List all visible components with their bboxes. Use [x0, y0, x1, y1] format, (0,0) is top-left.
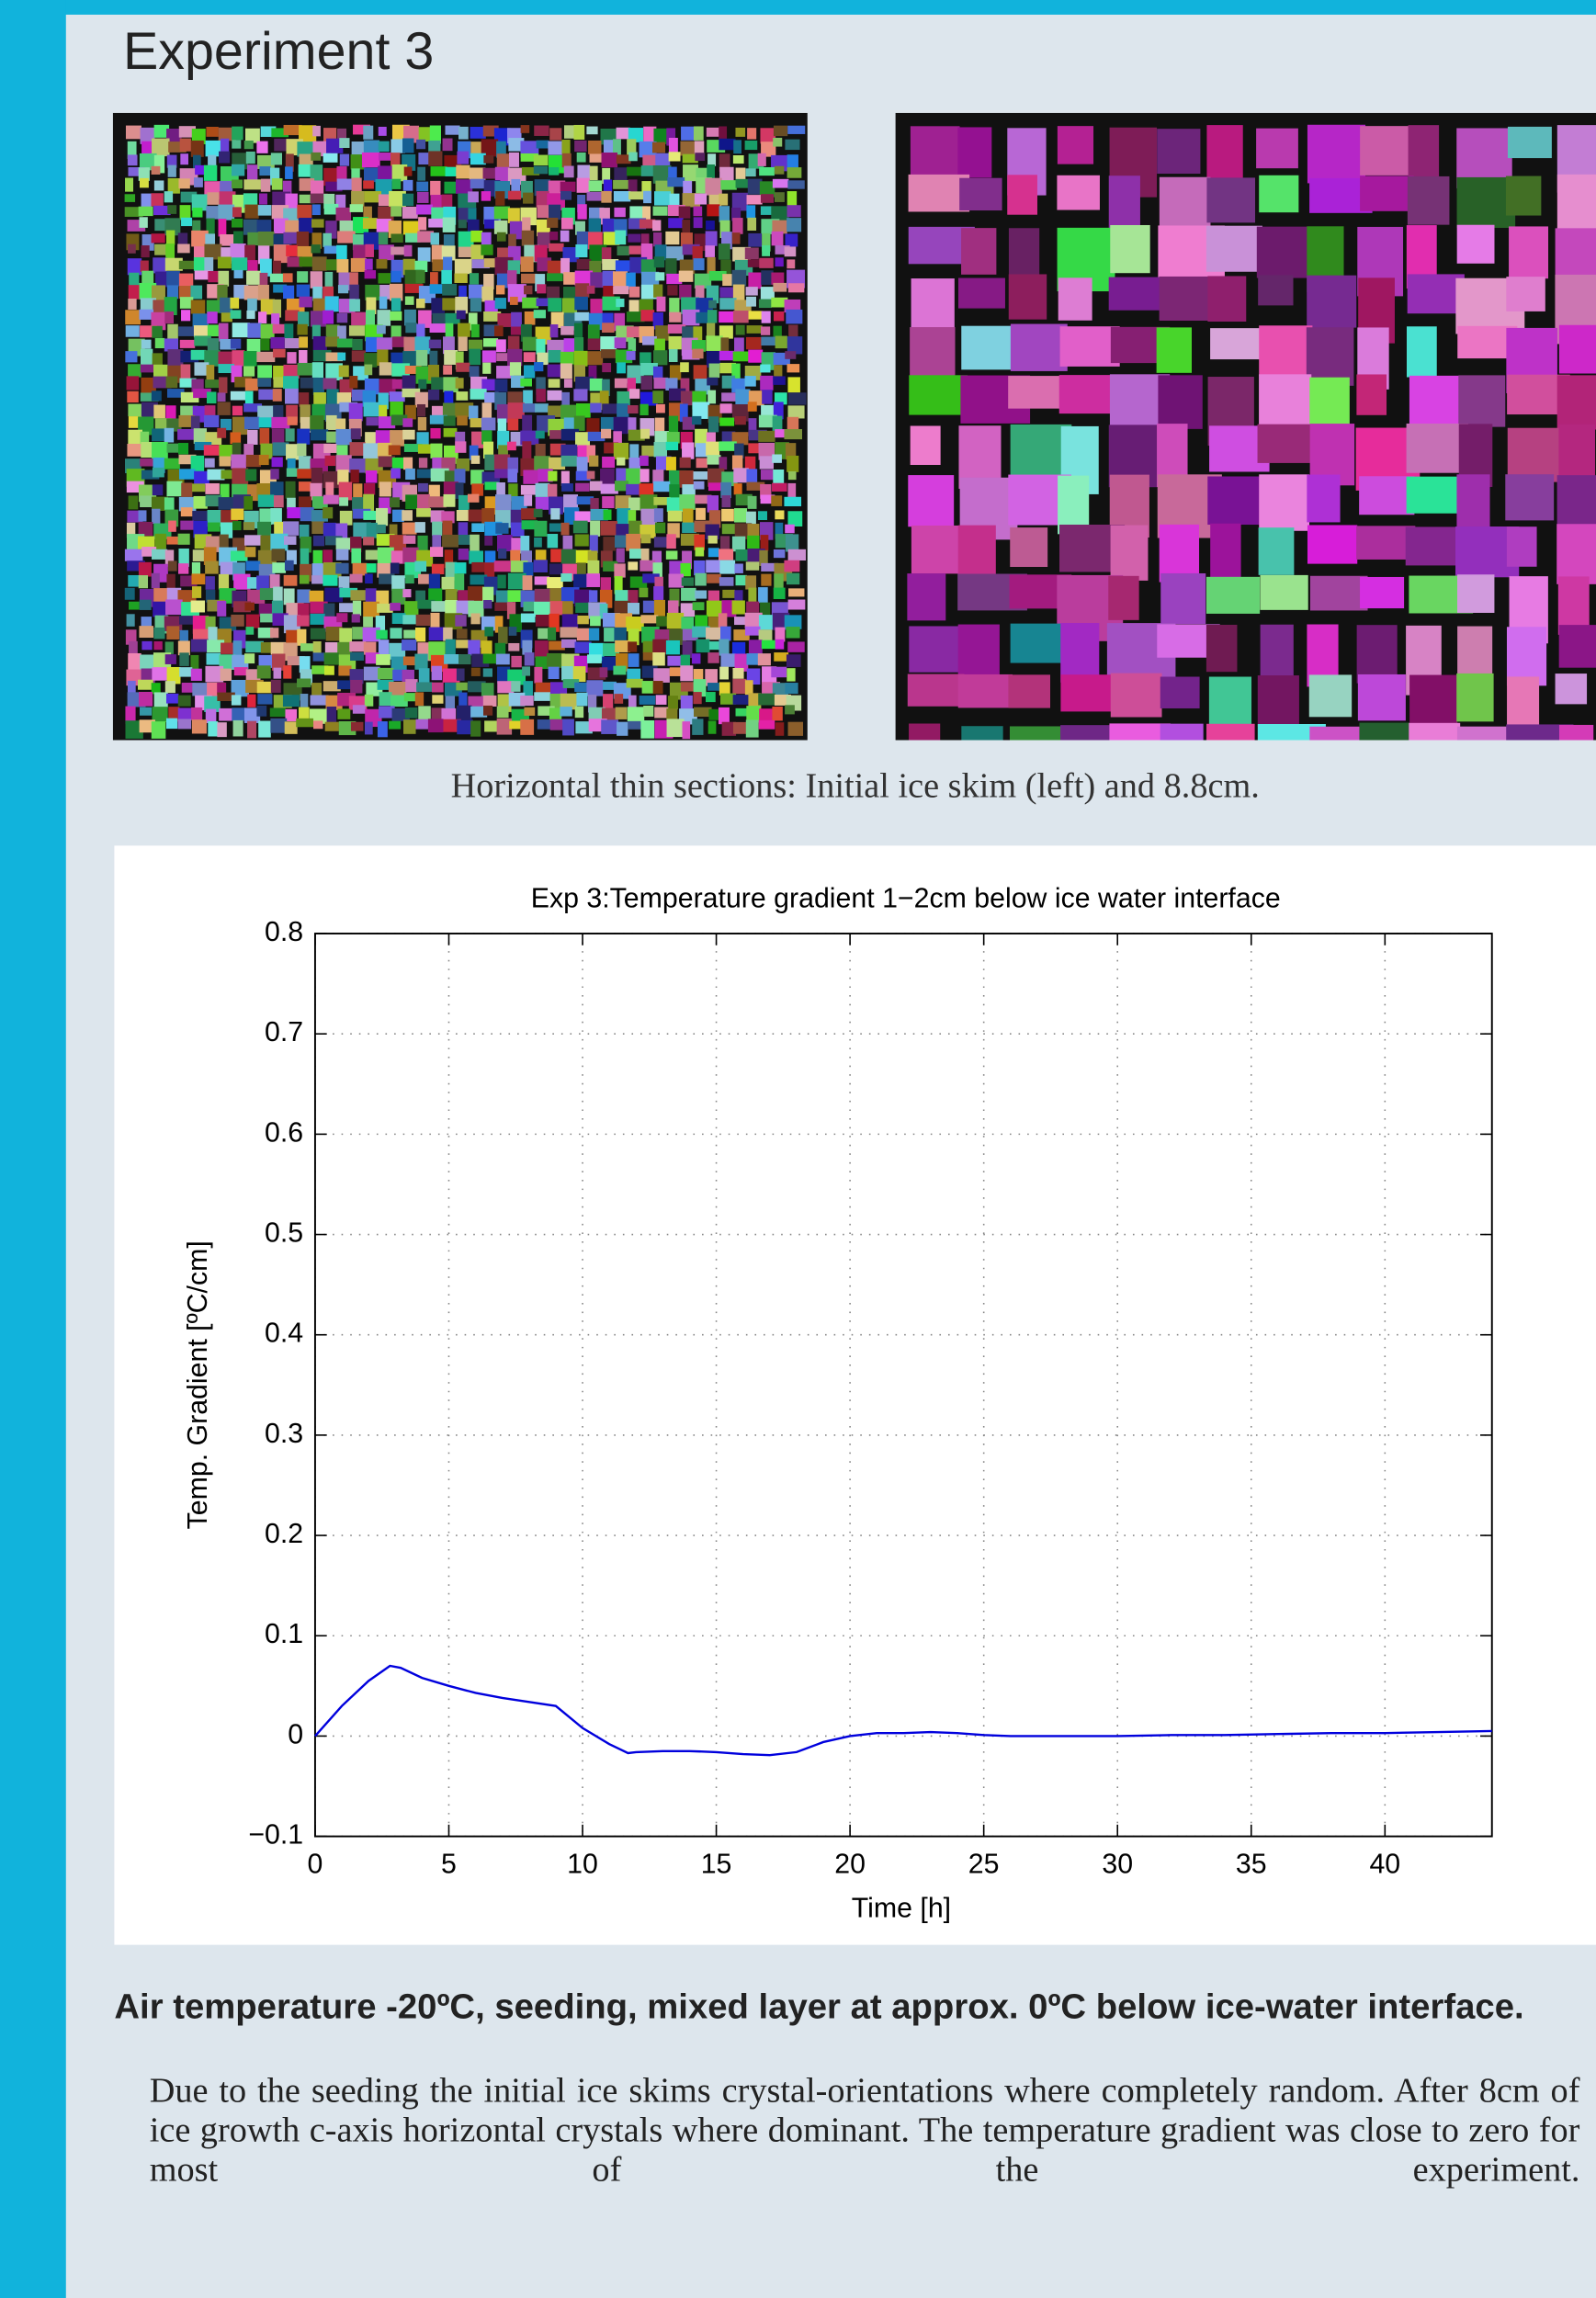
x-tick-label: 30: [1102, 1849, 1133, 1879]
y-tick-label: 0.1: [265, 1619, 303, 1649]
y-tick-label: −0.1: [248, 1820, 303, 1851]
x-tick-label: 0: [308, 1849, 323, 1879]
border-left: [0, 0, 66, 2298]
x-tick-label: 35: [1236, 1849, 1267, 1879]
text-body: Due to the seeding the initial ice skims…: [149, 2072, 1580, 2190]
x-tick-label: 5: [441, 1849, 457, 1879]
y-tick-label: 0: [288, 1719, 303, 1749]
section-title: Experiment 3: [122, 20, 435, 81]
x-axis-label: Time [h]: [852, 1893, 951, 1923]
image-texture: [907, 124, 1596, 741]
chart: Exp 3:Temperature gradient 1−2cm below i…: [183, 883, 1493, 1923]
x-tick-label: 40: [1369, 1849, 1400, 1879]
plot-frame: [313, 933, 1493, 1838]
data-line: [314, 1664, 1492, 1757]
x-tick-label: 10: [567, 1849, 598, 1879]
figure-caption: Horizontal thin sections: Initial ice sk…: [450, 767, 1260, 807]
y-axis-label: Temp. Gradient [ºC/cm]: [183, 1240, 213, 1529]
y-tick-label: 0.4: [265, 1319, 303, 1349]
image-texture: [124, 124, 807, 740]
text-heading: Air temperature -20ºC, seeding, mixed la…: [114, 1987, 1524, 2027]
y-tick-label: 0.5: [265, 1218, 303, 1249]
x-tick-label: 25: [968, 1849, 1000, 1879]
x-tick-label: 20: [834, 1849, 866, 1879]
border-top: [0, 0, 1596, 15]
y-tick-label: 0.2: [265, 1519, 303, 1549]
thin-section-image: [112, 112, 808, 741]
chart-panel: Exp 3:Temperature gradient 1−2cm below i…: [114, 845, 1596, 1945]
y-tick-label: 0.6: [265, 1117, 303, 1148]
x-tick-label: 15: [701, 1849, 732, 1879]
y-tick-label: 0.3: [265, 1419, 303, 1449]
chart-title: Exp 3:Temperature gradient 1−2cm below i…: [531, 883, 1281, 913]
y-tick-label: 0.8: [265, 917, 303, 947]
y-tick-label: 0.7: [265, 1017, 303, 1047]
thin-section-image: [895, 112, 1596, 741]
